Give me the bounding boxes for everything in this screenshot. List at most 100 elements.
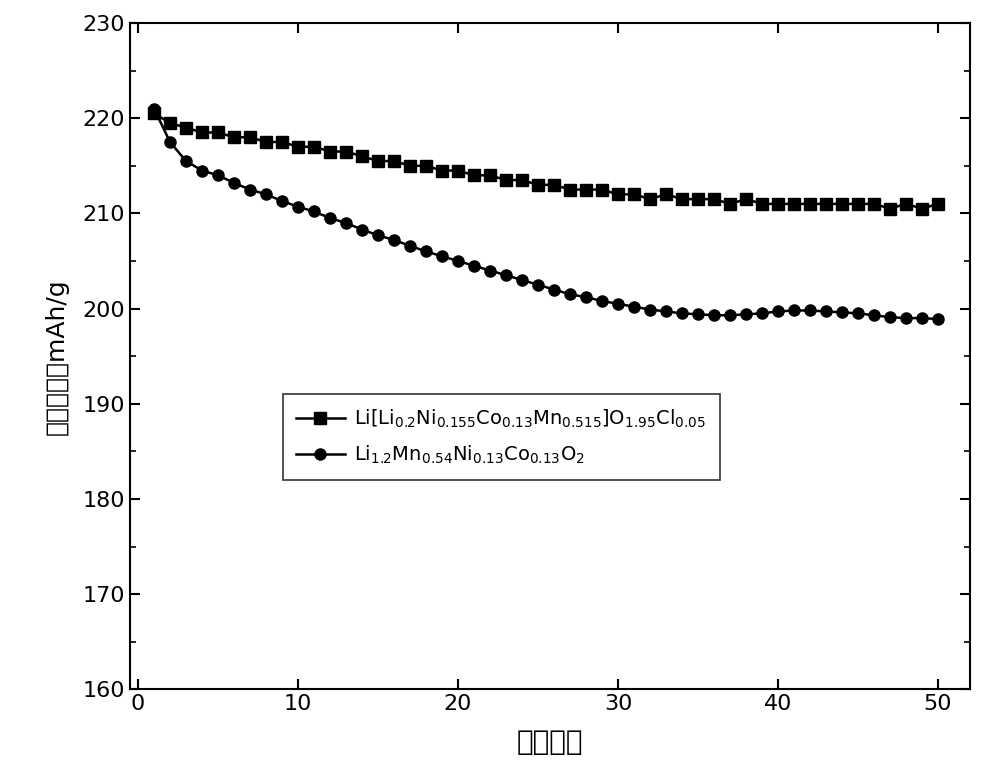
Li$_{1.2}$Mn$_{0.54}$Ni$_{0.13}$Co$_{0.13}$O$_{2}$ bbox=[292, 202, 304, 211]
Li$_{1.2}$Mn$_{0.54}$Ni$_{0.13}$Co$_{0.13}$O$_{2}$ bbox=[772, 307, 784, 316]
Li$_{1.2}$Mn$_{0.54}$Ni$_{0.13}$Co$_{0.13}$O$_{2}$ bbox=[916, 313, 928, 322]
Li$_{1.2}$Mn$_{0.54}$Ni$_{0.13}$Co$_{0.13}$O$_{2}$ bbox=[724, 311, 736, 320]
Li[Li$_{0.2}$Ni$_{0.155}$Co$_{0.13}$Mn$_{0.515}$]O$_{1.95}$Cl$_{0.05}$ bbox=[788, 199, 800, 208]
Li[Li$_{0.2}$Ni$_{0.155}$Co$_{0.13}$Mn$_{0.515}$]O$_{1.95}$Cl$_{0.05}$ bbox=[724, 199, 736, 208]
Li[Li$_{0.2}$Ni$_{0.155}$Co$_{0.13}$Mn$_{0.515}$]O$_{1.95}$Cl$_{0.05}$ bbox=[740, 195, 752, 204]
Li$_{1.2}$Mn$_{0.54}$Ni$_{0.13}$Co$_{0.13}$O$_{2}$ bbox=[164, 137, 176, 146]
Li[Li$_{0.2}$Ni$_{0.155}$Co$_{0.13}$Mn$_{0.515}$]O$_{1.95}$Cl$_{0.05}$ bbox=[596, 185, 608, 195]
Li$_{1.2}$Mn$_{0.54}$Ni$_{0.13}$Co$_{0.13}$O$_{2}$ bbox=[692, 309, 704, 319]
Li$_{1.2}$Mn$_{0.54}$Ni$_{0.13}$Co$_{0.13}$O$_{2}$ bbox=[468, 261, 480, 270]
Li$_{1.2}$Mn$_{0.54}$Ni$_{0.13}$Co$_{0.13}$O$_{2}$ bbox=[420, 247, 432, 256]
Li[Li$_{0.2}$Ni$_{0.155}$Co$_{0.13}$Mn$_{0.515}$]O$_{1.95}$Cl$_{0.05}$ bbox=[404, 161, 416, 170]
Li$_{1.2}$Mn$_{0.54}$Ni$_{0.13}$Co$_{0.13}$O$_{2}$ bbox=[804, 306, 816, 315]
Li$_{1.2}$Mn$_{0.54}$Ni$_{0.13}$Co$_{0.13}$O$_{2}$ bbox=[212, 171, 224, 180]
Li$_{1.2}$Mn$_{0.54}$Ni$_{0.13}$Co$_{0.13}$O$_{2}$ bbox=[356, 225, 368, 234]
Legend: Li[Li$_{0.2}$Ni$_{0.155}$Co$_{0.13}$Mn$_{0.515}$]O$_{1.95}$Cl$_{0.05}$, Li$_{1.2: Li[Li$_{0.2}$Ni$_{0.155}$Co$_{0.13}$Mn$_… bbox=[283, 394, 720, 480]
Li[Li$_{0.2}$Ni$_{0.155}$Co$_{0.13}$Mn$_{0.515}$]O$_{1.95}$Cl$_{0.05}$ bbox=[884, 204, 896, 213]
X-axis label: 循环次数: 循环次数 bbox=[517, 728, 583, 756]
Li$_{1.2}$Mn$_{0.54}$Ni$_{0.13}$Co$_{0.13}$O$_{2}$ bbox=[308, 207, 320, 216]
Li[Li$_{0.2}$Ni$_{0.155}$Co$_{0.13}$Mn$_{0.515}$]O$_{1.95}$Cl$_{0.05}$ bbox=[148, 109, 160, 118]
Li$_{1.2}$Mn$_{0.54}$Ni$_{0.13}$Co$_{0.13}$O$_{2}$ bbox=[436, 252, 448, 261]
Li$_{1.2}$Mn$_{0.54}$Ni$_{0.13}$Co$_{0.13}$O$_{2}$ bbox=[740, 309, 752, 319]
Li$_{1.2}$Mn$_{0.54}$Ni$_{0.13}$Co$_{0.13}$O$_{2}$ bbox=[180, 156, 192, 165]
Li[Li$_{0.2}$Ni$_{0.155}$Co$_{0.13}$Mn$_{0.515}$]O$_{1.95}$Cl$_{0.05}$ bbox=[900, 199, 912, 208]
Li$_{1.2}$Mn$_{0.54}$Ni$_{0.13}$Co$_{0.13}$O$_{2}$ bbox=[404, 241, 416, 250]
Li$_{1.2}$Mn$_{0.54}$Ni$_{0.13}$Co$_{0.13}$O$_{2}$ bbox=[660, 307, 672, 316]
Li[Li$_{0.2}$Ni$_{0.155}$Co$_{0.13}$Mn$_{0.515}$]O$_{1.95}$Cl$_{0.05}$ bbox=[820, 199, 832, 208]
Li[Li$_{0.2}$Ni$_{0.155}$Co$_{0.13}$Mn$_{0.515}$]O$_{1.95}$Cl$_{0.05}$ bbox=[244, 133, 256, 142]
Li$_{1.2}$Mn$_{0.54}$Ni$_{0.13}$Co$_{0.13}$O$_{2}$ bbox=[820, 307, 832, 316]
Li[Li$_{0.2}$Ni$_{0.155}$Co$_{0.13}$Mn$_{0.515}$]O$_{1.95}$Cl$_{0.05}$ bbox=[388, 156, 400, 165]
Li[Li$_{0.2}$Ni$_{0.155}$Co$_{0.13}$Mn$_{0.515}$]O$_{1.95}$Cl$_{0.05}$ bbox=[676, 195, 688, 204]
Li$_{1.2}$Mn$_{0.54}$Ni$_{0.13}$Co$_{0.13}$O$_{2}$ bbox=[868, 311, 880, 320]
Li[Li$_{0.2}$Ni$_{0.155}$Co$_{0.13}$Mn$_{0.515}$]O$_{1.95}$Cl$_{0.05}$ bbox=[468, 171, 480, 180]
Li[Li$_{0.2}$Ni$_{0.155}$Co$_{0.13}$Mn$_{0.515}$]O$_{1.95}$Cl$_{0.05}$ bbox=[548, 180, 560, 189]
Li[Li$_{0.2}$Ni$_{0.155}$Co$_{0.13}$Mn$_{0.515}$]O$_{1.95}$Cl$_{0.05}$ bbox=[580, 185, 592, 195]
Li[Li$_{0.2}$Ni$_{0.155}$Co$_{0.13}$Mn$_{0.515}$]O$_{1.95}$Cl$_{0.05}$ bbox=[340, 147, 352, 156]
Li$_{1.2}$Mn$_{0.54}$Ni$_{0.13}$Co$_{0.13}$O$_{2}$ bbox=[196, 166, 208, 175]
Li[Li$_{0.2}$Ni$_{0.155}$Co$_{0.13}$Mn$_{0.515}$]O$_{1.95}$Cl$_{0.05}$ bbox=[916, 204, 928, 213]
Li$_{1.2}$Mn$_{0.54}$Ni$_{0.13}$Co$_{0.13}$O$_{2}$ bbox=[548, 285, 560, 294]
Y-axis label: 放电比容量mAh/g: 放电比容量mAh/g bbox=[45, 278, 69, 434]
Li[Li$_{0.2}$Ni$_{0.155}$Co$_{0.13}$Mn$_{0.515}$]O$_{1.95}$Cl$_{0.05}$ bbox=[452, 166, 464, 175]
Li$_{1.2}$Mn$_{0.54}$Ni$_{0.13}$Co$_{0.13}$O$_{2}$ bbox=[756, 309, 768, 318]
Li[Li$_{0.2}$Ni$_{0.155}$Co$_{0.13}$Mn$_{0.515}$]O$_{1.95}$Cl$_{0.05}$ bbox=[500, 175, 512, 185]
Li[Li$_{0.2}$Ni$_{0.155}$Co$_{0.13}$Mn$_{0.515}$]O$_{1.95}$Cl$_{0.05}$ bbox=[324, 147, 336, 156]
Li$_{1.2}$Mn$_{0.54}$Ni$_{0.13}$Co$_{0.13}$O$_{2}$ bbox=[276, 196, 288, 205]
Li$_{1.2}$Mn$_{0.54}$Ni$_{0.13}$Co$_{0.13}$O$_{2}$ bbox=[836, 308, 848, 317]
Li[Li$_{0.2}$Ni$_{0.155}$Co$_{0.13}$Mn$_{0.515}$]O$_{1.95}$Cl$_{0.05}$ bbox=[196, 128, 208, 137]
Li$_{1.2}$Mn$_{0.54}$Ni$_{0.13}$Co$_{0.13}$O$_{2}$ bbox=[644, 305, 656, 314]
Li[Li$_{0.2}$Ni$_{0.155}$Co$_{0.13}$Mn$_{0.515}$]O$_{1.95}$Cl$_{0.05}$ bbox=[804, 199, 816, 208]
Li[Li$_{0.2}$Ni$_{0.155}$Co$_{0.13}$Mn$_{0.515}$]O$_{1.95}$Cl$_{0.05}$ bbox=[932, 199, 944, 208]
Li$_{1.2}$Mn$_{0.54}$Ni$_{0.13}$Co$_{0.13}$O$_{2}$ bbox=[708, 311, 720, 320]
Li$_{1.2}$Mn$_{0.54}$Ni$_{0.13}$Co$_{0.13}$O$_{2}$ bbox=[484, 266, 496, 275]
Li$_{1.2}$Mn$_{0.54}$Ni$_{0.13}$Co$_{0.13}$O$_{2}$ bbox=[612, 300, 624, 309]
Li[Li$_{0.2}$Ni$_{0.155}$Co$_{0.13}$Mn$_{0.515}$]O$_{1.95}$Cl$_{0.05}$ bbox=[164, 118, 176, 127]
Li[Li$_{0.2}$Ni$_{0.155}$Co$_{0.13}$Mn$_{0.515}$]O$_{1.95}$Cl$_{0.05}$ bbox=[420, 161, 432, 170]
Li$_{1.2}$Mn$_{0.54}$Ni$_{0.13}$Co$_{0.13}$O$_{2}$ bbox=[788, 306, 800, 315]
Li[Li$_{0.2}$Ni$_{0.155}$Co$_{0.13}$Mn$_{0.515}$]O$_{1.95}$Cl$_{0.05}$ bbox=[260, 137, 272, 146]
Li[Li$_{0.2}$Ni$_{0.155}$Co$_{0.13}$Mn$_{0.515}$]O$_{1.95}$Cl$_{0.05}$ bbox=[516, 175, 528, 185]
Li[Li$_{0.2}$Ni$_{0.155}$Co$_{0.13}$Mn$_{0.515}$]O$_{1.95}$Cl$_{0.05}$ bbox=[708, 195, 720, 204]
Li[Li$_{0.2}$Ni$_{0.155}$Co$_{0.13}$Mn$_{0.515}$]O$_{1.95}$Cl$_{0.05}$ bbox=[692, 195, 704, 204]
Li$_{1.2}$Mn$_{0.54}$Ni$_{0.13}$Co$_{0.13}$O$_{2}$ bbox=[580, 293, 592, 302]
Li[Li$_{0.2}$Ni$_{0.155}$Co$_{0.13}$Mn$_{0.515}$]O$_{1.95}$Cl$_{0.05}$ bbox=[484, 171, 496, 180]
Li[Li$_{0.2}$Ni$_{0.155}$Co$_{0.13}$Mn$_{0.515}$]O$_{1.95}$Cl$_{0.05}$ bbox=[228, 133, 240, 142]
Li[Li$_{0.2}$Ni$_{0.155}$Co$_{0.13}$Mn$_{0.515}$]O$_{1.95}$Cl$_{0.05}$ bbox=[532, 180, 544, 189]
Li[Li$_{0.2}$Ni$_{0.155}$Co$_{0.13}$Mn$_{0.515}$]O$_{1.95}$Cl$_{0.05}$ bbox=[308, 142, 320, 152]
Li$_{1.2}$Mn$_{0.54}$Ni$_{0.13}$Co$_{0.13}$O$_{2}$ bbox=[388, 235, 400, 244]
Li[Li$_{0.2}$Ni$_{0.155}$Co$_{0.13}$Mn$_{0.515}$]O$_{1.95}$Cl$_{0.05}$ bbox=[372, 156, 384, 165]
Li[Li$_{0.2}$Ni$_{0.155}$Co$_{0.13}$Mn$_{0.515}$]O$_{1.95}$Cl$_{0.05}$ bbox=[292, 142, 304, 152]
Li[Li$_{0.2}$Ni$_{0.155}$Co$_{0.13}$Mn$_{0.515}$]O$_{1.95}$Cl$_{0.05}$ bbox=[180, 123, 192, 133]
Li[Li$_{0.2}$Ni$_{0.155}$Co$_{0.13}$Mn$_{0.515}$]O$_{1.95}$Cl$_{0.05}$ bbox=[772, 199, 784, 208]
Li$_{1.2}$Mn$_{0.54}$Ni$_{0.13}$Co$_{0.13}$O$_{2}$ bbox=[900, 313, 912, 322]
Line: Li[Li$_{0.2}$Ni$_{0.155}$Co$_{0.13}$Mn$_{0.515}$]O$_{1.95}$Cl$_{0.05}$: Li[Li$_{0.2}$Ni$_{0.155}$Co$_{0.13}$Mn$_… bbox=[148, 108, 944, 214]
Li$_{1.2}$Mn$_{0.54}$Ni$_{0.13}$Co$_{0.13}$O$_{2}$ bbox=[228, 178, 240, 188]
Li$_{1.2}$Mn$_{0.54}$Ni$_{0.13}$Co$_{0.13}$O$_{2}$ bbox=[596, 296, 608, 306]
Li$_{1.2}$Mn$_{0.54}$Ni$_{0.13}$Co$_{0.13}$O$_{2}$ bbox=[516, 276, 528, 285]
Li$_{1.2}$Mn$_{0.54}$Ni$_{0.13}$Co$_{0.13}$O$_{2}$ bbox=[260, 190, 272, 199]
Li$_{1.2}$Mn$_{0.54}$Ni$_{0.13}$Co$_{0.13}$O$_{2}$ bbox=[500, 270, 512, 280]
Li[Li$_{0.2}$Ni$_{0.155}$Co$_{0.13}$Mn$_{0.515}$]O$_{1.95}$Cl$_{0.05}$ bbox=[276, 137, 288, 146]
Li[Li$_{0.2}$Ni$_{0.155}$Co$_{0.13}$Mn$_{0.515}$]O$_{1.95}$Cl$_{0.05}$ bbox=[660, 190, 672, 199]
Li[Li$_{0.2}$Ni$_{0.155}$Co$_{0.13}$Mn$_{0.515}$]O$_{1.95}$Cl$_{0.05}$ bbox=[212, 128, 224, 137]
Li[Li$_{0.2}$Ni$_{0.155}$Co$_{0.13}$Mn$_{0.515}$]O$_{1.95}$Cl$_{0.05}$ bbox=[852, 199, 864, 208]
Li[Li$_{0.2}$Ni$_{0.155}$Co$_{0.13}$Mn$_{0.515}$]O$_{1.95}$Cl$_{0.05}$ bbox=[868, 199, 880, 208]
Li[Li$_{0.2}$Ni$_{0.155}$Co$_{0.13}$Mn$_{0.515}$]O$_{1.95}$Cl$_{0.05}$ bbox=[356, 152, 368, 161]
Li[Li$_{0.2}$Ni$_{0.155}$Co$_{0.13}$Mn$_{0.515}$]O$_{1.95}$Cl$_{0.05}$ bbox=[644, 195, 656, 204]
Li$_{1.2}$Mn$_{0.54}$Ni$_{0.13}$Co$_{0.13}$O$_{2}$ bbox=[372, 231, 384, 240]
Li$_{1.2}$Mn$_{0.54}$Ni$_{0.13}$Co$_{0.13}$O$_{2}$ bbox=[628, 302, 640, 311]
Li[Li$_{0.2}$Ni$_{0.155}$Co$_{0.13}$Mn$_{0.515}$]O$_{1.95}$Cl$_{0.05}$ bbox=[436, 166, 448, 175]
Li$_{1.2}$Mn$_{0.54}$Ni$_{0.13}$Co$_{0.13}$O$_{2}$ bbox=[852, 309, 864, 318]
Li$_{1.2}$Mn$_{0.54}$Ni$_{0.13}$Co$_{0.13}$O$_{2}$ bbox=[340, 218, 352, 228]
Li$_{1.2}$Mn$_{0.54}$Ni$_{0.13}$Co$_{0.13}$O$_{2}$ bbox=[564, 290, 576, 299]
Li$_{1.2}$Mn$_{0.54}$Ni$_{0.13}$Co$_{0.13}$O$_{2}$ bbox=[148, 104, 160, 113]
Li$_{1.2}$Mn$_{0.54}$Ni$_{0.13}$Co$_{0.13}$O$_{2}$ bbox=[244, 185, 256, 195]
Line: Li$_{1.2}$Mn$_{0.54}$Ni$_{0.13}$Co$_{0.13}$O$_{2}$: Li$_{1.2}$Mn$_{0.54}$Ni$_{0.13}$Co$_{0.1… bbox=[148, 103, 944, 325]
Li$_{1.2}$Mn$_{0.54}$Ni$_{0.13}$Co$_{0.13}$O$_{2}$ bbox=[884, 313, 896, 322]
Li[Li$_{0.2}$Ni$_{0.155}$Co$_{0.13}$Mn$_{0.515}$]O$_{1.95}$Cl$_{0.05}$ bbox=[756, 199, 768, 208]
Li$_{1.2}$Mn$_{0.54}$Ni$_{0.13}$Co$_{0.13}$O$_{2}$ bbox=[676, 309, 688, 318]
Li[Li$_{0.2}$Ni$_{0.155}$Co$_{0.13}$Mn$_{0.515}$]O$_{1.95}$Cl$_{0.05}$ bbox=[612, 190, 624, 199]
Li[Li$_{0.2}$Ni$_{0.155}$Co$_{0.13}$Mn$_{0.515}$]O$_{1.95}$Cl$_{0.05}$ bbox=[836, 199, 848, 208]
Li$_{1.2}$Mn$_{0.54}$Ni$_{0.13}$Co$_{0.13}$O$_{2}$ bbox=[324, 214, 336, 223]
